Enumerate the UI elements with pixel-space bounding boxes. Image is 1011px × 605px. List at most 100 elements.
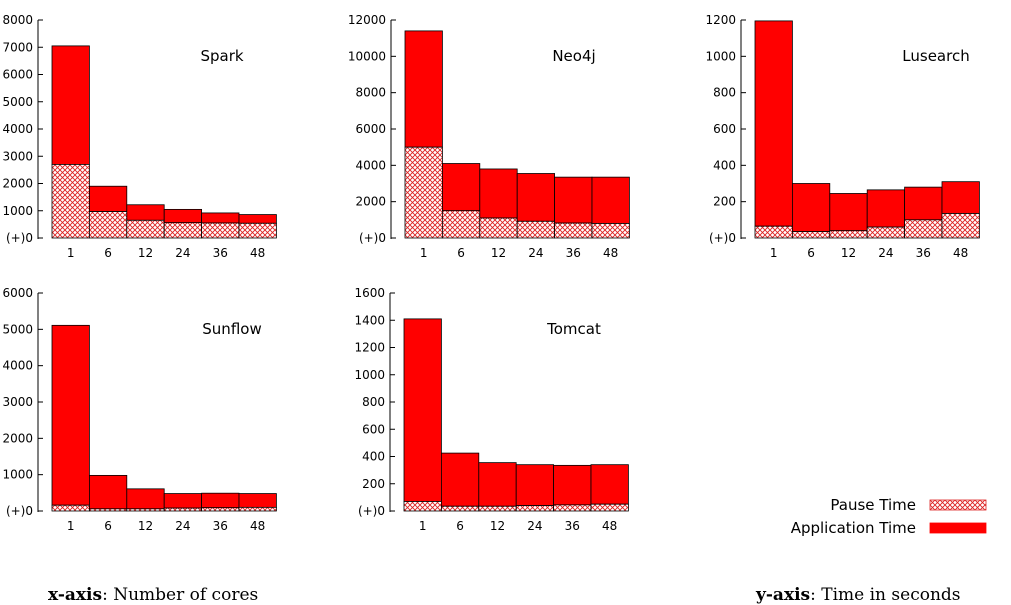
y-tick-label: 1000 [705, 49, 736, 63]
bar-pause-48 [941, 213, 980, 239]
x-tick-label: 48 [953, 246, 968, 260]
x-tick-label: 6 [104, 519, 112, 533]
y-tick-label: 7000 [2, 40, 33, 54]
x-tick-label: 36 [566, 246, 581, 260]
x-tick-label: 1 [67, 519, 75, 533]
bar-pause-1 [754, 225, 793, 239]
bar-application-24 [516, 173, 556, 222]
x-tick-label: 12 [491, 246, 506, 260]
bar-pause-12 [479, 217, 518, 239]
y-tick-label: 600 [362, 422, 385, 436]
bar-pause-48 [238, 506, 277, 512]
bar-application-48 [591, 176, 630, 224]
panel-title: Spark [200, 47, 243, 65]
y-tick-label: 200 [362, 477, 385, 491]
y-tick-label: 5000 [2, 95, 33, 109]
bar-application-6 [440, 452, 480, 507]
y-tick-label: (+)0 [709, 231, 736, 245]
panel-title: Lusearch [902, 47, 969, 65]
x-tick-label: 12 [138, 246, 153, 260]
bar-pause-48 [591, 223, 630, 239]
x-tick-label: 6 [456, 519, 464, 533]
x-tick-label: 48 [602, 519, 617, 533]
bar-application-6 [89, 474, 128, 510]
panel-neo4j: (+)0 2000 4000 6000 8000 10000 12000 1 6 12 24 36 48… [348, 13, 630, 260]
x-tick-label: 1 [420, 246, 428, 260]
y-tick-label: 5000 [2, 322, 33, 336]
y-tick-label: 1200 [354, 341, 385, 355]
x-tick-label: 1 [67, 246, 75, 260]
x-tick-label: 36 [213, 246, 228, 260]
bar-pause-6 [89, 508, 128, 512]
x-tick-label: 48 [250, 246, 265, 260]
y-tick-label: 800 [713, 86, 736, 100]
bar-pause-24 [163, 507, 202, 512]
x-tick-label: 24 [528, 246, 543, 260]
x-tick-label: 24 [175, 246, 190, 260]
bar-pause-6 [792, 231, 831, 239]
bar-application-48 [238, 214, 277, 224]
bar-application-24 [163, 208, 202, 224]
y-tick-label: 8000 [355, 86, 386, 100]
bar-application-12 [126, 204, 165, 221]
panel-spark: (+)0 1000 2000 3000 4000 5000 6000 7000 8000 1 6 12… [2, 13, 277, 260]
x-tick-label: 12 [841, 246, 856, 260]
bar-pause-1 [404, 146, 443, 239]
y-tick-label: 1400 [354, 313, 385, 327]
bar-application-24 [515, 464, 555, 506]
bar-pause-24 [866, 226, 906, 239]
bar-pause-12 [126, 219, 165, 239]
legend-label-pause: Pause Time [830, 496, 916, 514]
bar-application-12 [829, 193, 868, 232]
bar-pause-36 [554, 222, 593, 239]
panel-title: Neo4j [552, 47, 595, 65]
y-tick-label: 3000 [2, 395, 33, 409]
y-tick-label: 6000 [2, 68, 33, 82]
bar-application-1 [404, 30, 443, 148]
bar-application-12 [479, 168, 518, 219]
x-tick-label: 6 [807, 246, 815, 260]
x-tick-label: 48 [603, 246, 618, 260]
legend: Pause Time Application Time [791, 496, 987, 537]
x-tick-label: 24 [175, 519, 190, 533]
bar-application-24 [866, 189, 906, 228]
x-tick-label: 24 [527, 519, 542, 533]
bar-application-12 [478, 462, 517, 507]
panel-title: Sunflow [202, 320, 261, 338]
bar-application-48 [238, 493, 277, 508]
bar-application-6 [89, 185, 128, 212]
legend-swatch-application [929, 522, 987, 534]
x-axis-caption: x-axis: Number of cores [48, 585, 258, 605]
bar-pause-24 [516, 220, 556, 239]
x-tick-label: 6 [457, 246, 465, 260]
bar-pause-24 [515, 505, 555, 512]
bar-pause-36 [553, 504, 592, 512]
y-axis-caption-bold: y-axis [756, 585, 811, 605]
bar-pause-12 [829, 230, 868, 239]
bar-application-6 [441, 163, 481, 212]
x-tick-label: 36 [916, 246, 931, 260]
x-axis-caption-bold: x-axis [48, 585, 103, 605]
bar-application-48 [941, 181, 980, 214]
x-tick-label: 36 [213, 519, 228, 533]
y-tick-label: 1000 [2, 204, 33, 218]
bar-application-24 [163, 493, 202, 509]
y-tick-label: 6000 [355, 122, 386, 136]
panel-lusearch: (+)0 200 400 600 800 1000 1200 1 6 12 24 36 48 Lusear… [705, 13, 980, 260]
bar-pause-48 [238, 222, 277, 239]
panel-tomcat: (+)0 200 400 600 800 1000 1200 1400 1600 1 6 12 24 36… [354, 286, 629, 533]
bar-application-36 [553, 464, 592, 506]
x-tick-label: 24 [878, 246, 893, 260]
bar-application-1 [51, 324, 90, 506]
y-tick-label: 3000 [2, 149, 33, 163]
bar-application-1 [403, 318, 442, 502]
y-tick-label: 1000 [354, 368, 385, 382]
y-tick-label: 600 [713, 122, 736, 136]
bar-pause-24 [163, 222, 202, 239]
bar-pause-6 [441, 210, 481, 239]
y-tick-label: 12000 [348, 13, 386, 27]
y-tick-label: 800 [362, 395, 385, 409]
y-tick-label: 4000 [2, 359, 33, 373]
x-tick-label: 6 [104, 246, 112, 260]
legend-label-application: Application Time [791, 519, 916, 537]
